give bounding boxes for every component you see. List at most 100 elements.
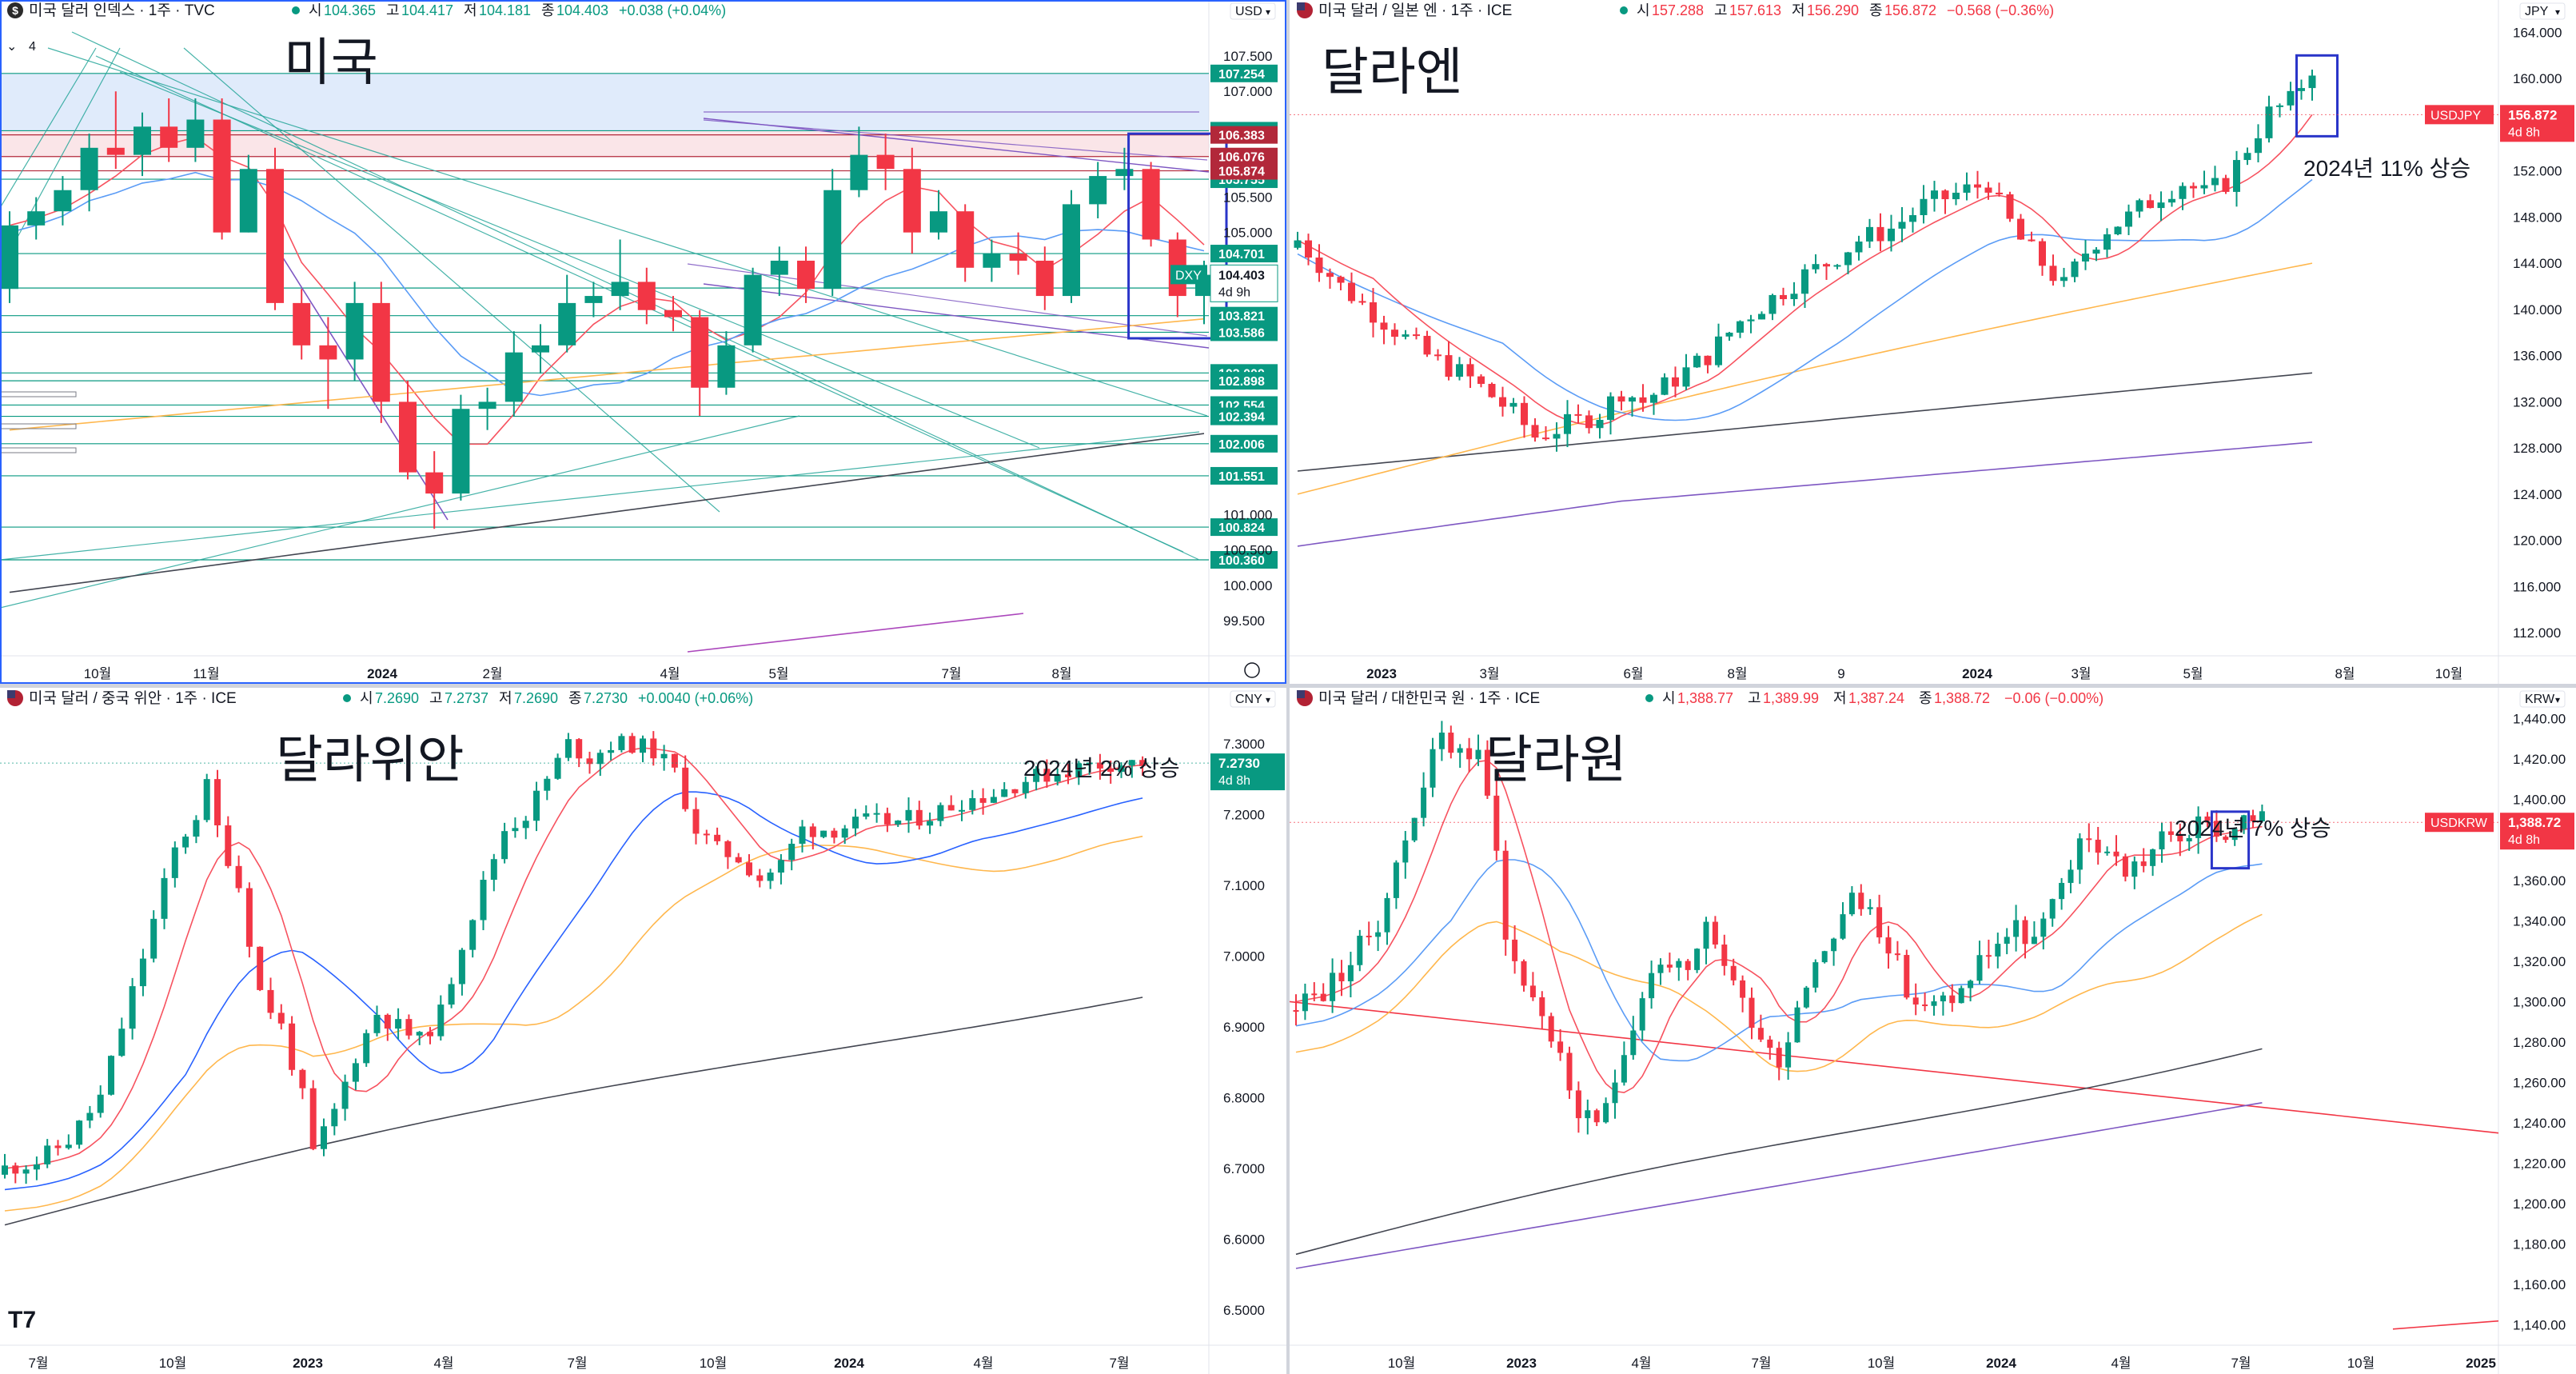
ohlc-value-h: 1,389.99 [1763, 690, 1819, 706]
price-tick-label: 1,240.00 [2513, 1116, 2566, 1131]
candle [1657, 965, 1664, 973]
candle [1423, 335, 1431, 355]
candle [118, 1029, 126, 1056]
panel-dxy[interactable]: 107.254106.442105.755104.701104.213103.8… [0, 0, 1286, 684]
price-tick-label: 6.6000 [1223, 1232, 1265, 1247]
price-tick-label: 112.000 [2513, 625, 2561, 641]
candle [501, 831, 508, 860]
moving-average-red [9, 136, 1205, 445]
panel-usdjpy[interactable]: 164.000160.000156.000152.000148.000144.0… [1290, 0, 2576, 684]
candle [331, 1108, 338, 1127]
candle [363, 1032, 370, 1064]
trend-line [15, 47, 121, 241]
candle [2287, 90, 2295, 106]
candle [427, 1032, 433, 1036]
candle [1885, 937, 1892, 954]
candle [80, 147, 98, 190]
candle [2150, 849, 2156, 866]
candle [2071, 261, 2079, 278]
candle [1574, 413, 1582, 416]
currency-dropdown[interactable] [2519, 690, 2566, 708]
candle [186, 119, 205, 148]
candle [1790, 294, 1798, 300]
chevron-down-icon: ▾ [2555, 694, 2560, 705]
candle [1920, 198, 1928, 216]
ohlc-label-o: 시 [309, 2, 322, 18]
settings-gear-icon[interactable] [1244, 662, 1260, 678]
symbol-badge-label: USDKRW [2430, 817, 2488, 830]
candle [1995, 944, 2001, 957]
candle [1438, 733, 1445, 749]
ohlc-value-h: 104.417 [401, 2, 453, 18]
currency-dropdown[interactable] [1230, 2, 1276, 20]
candle [1370, 302, 1377, 323]
candle [1305, 240, 1312, 258]
time-tick-label: 5월 [2183, 666, 2203, 681]
price-tick-label: 101.000 [1223, 508, 1272, 523]
panel-usdcny[interactable]: 7.3000 7.2000 7.1000 7.0000 6.9000 6.8000 6.70… [0, 688, 1286, 1374]
candle [1357, 935, 1363, 965]
candle [584, 296, 603, 303]
candle [1009, 254, 1027, 261]
candle [947, 805, 955, 811]
candle [1721, 945, 1728, 966]
candle [1823, 264, 1830, 267]
ohlc-value-c: 104.403 [556, 2, 608, 18]
moving-average-red [4, 747, 1143, 1169]
candle [1448, 733, 1454, 753]
level-badge [1210, 466, 1278, 485]
candle [1812, 264, 1820, 270]
candle [990, 797, 997, 803]
krw-candles [1293, 721, 2265, 1135]
candle [2131, 861, 2138, 877]
price-tick-label: 140.000 [2513, 302, 2562, 318]
candle [637, 282, 656, 310]
level-badge-label: 103.586 [1218, 326, 1265, 340]
candle [1096, 762, 1103, 769]
ohlc-label-h: 고 [386, 2, 400, 18]
panel-divider-horizontal[interactable] [0, 684, 2576, 688]
candle [1858, 893, 1864, 909]
candle [850, 154, 868, 190]
candle [2040, 918, 2047, 937]
candle [1650, 394, 1657, 403]
level-badge [1210, 407, 1278, 425]
candle [405, 1019, 413, 1036]
candle [915, 809, 923, 826]
candle [193, 820, 200, 837]
candle [777, 860, 784, 873]
symbol-badge-label: DXY [1175, 269, 1202, 282]
candle [1564, 413, 1571, 434]
candle [714, 834, 721, 841]
level-badge-label: 102.898 [1218, 375, 1265, 389]
currency-dropdown[interactable] [1230, 690, 1276, 708]
candle [1502, 850, 1509, 940]
candle [182, 837, 189, 848]
time-tick-label: 2023 [1366, 666, 1397, 681]
candle [106, 147, 125, 155]
candle [927, 821, 934, 826]
candle [1617, 396, 1625, 402]
time-tick-label: 7월 [1751, 1356, 1771, 1371]
price-tick-label: 136.000 [2513, 349, 2562, 364]
time-tick-label: 2023 [293, 1356, 323, 1371]
moving-average-blue [1295, 859, 2263, 1062]
candle [1621, 1055, 1627, 1083]
candle [608, 749, 615, 753]
last-price-badge [1210, 264, 1278, 302]
candle [1477, 376, 1485, 384]
level-badge-label: 105.874 [1218, 166, 1265, 179]
candle [735, 857, 742, 863]
panel-usdkrw[interactable]: 1,440.001,420.001,400.001,380.001,360.00… [1290, 688, 2576, 1374]
candle [1894, 953, 1900, 956]
candle [1785, 1042, 1792, 1068]
candle [2255, 138, 2262, 154]
level-badge-label: 107.254 [1218, 68, 1265, 82]
candle [1022, 781, 1029, 793]
candle [1393, 862, 1399, 898]
candle [1320, 993, 1326, 1001]
candle [54, 190, 72, 212]
candle [1949, 995, 1956, 1004]
trend-line [183, 47, 720, 513]
currency-dropdown[interactable] [2519, 2, 2566, 20]
